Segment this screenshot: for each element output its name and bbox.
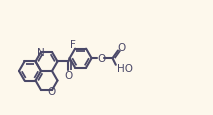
Text: O: O bbox=[97, 54, 105, 64]
Text: O: O bbox=[48, 86, 56, 96]
Text: O: O bbox=[64, 71, 73, 81]
Text: N: N bbox=[37, 47, 45, 58]
Text: O: O bbox=[118, 43, 126, 53]
Text: HO: HO bbox=[117, 63, 133, 73]
Text: F: F bbox=[70, 39, 76, 49]
